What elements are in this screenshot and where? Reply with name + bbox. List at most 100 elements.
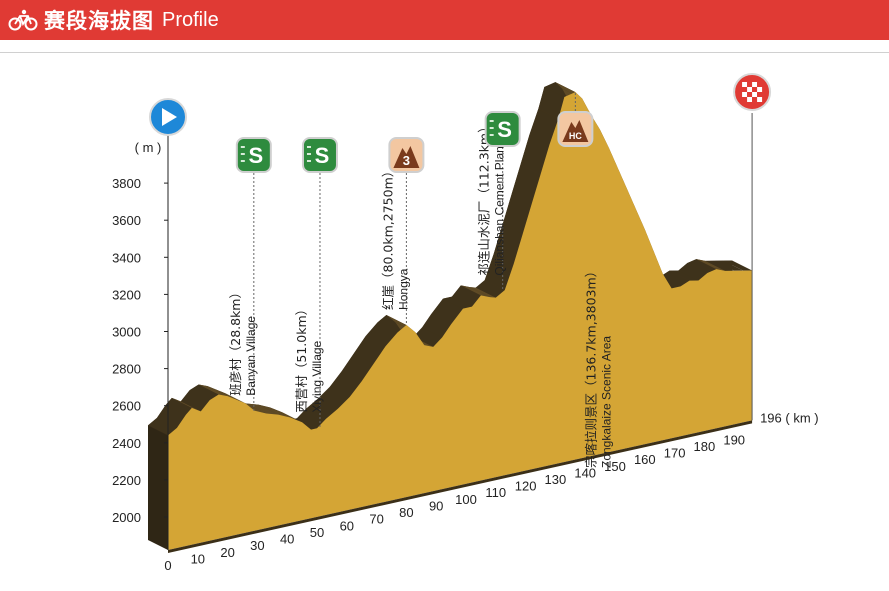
profile-top-edge — [723, 260, 753, 271]
profile-top-edge — [329, 371, 362, 397]
profile-top-edge — [365, 322, 398, 347]
sprint-icon: S — [484, 111, 521, 147]
x-tick-label: 20 — [220, 545, 234, 560]
bicycle-icon — [8, 9, 38, 31]
sprint-icon: S — [235, 137, 272, 173]
y-tick-label: 2000 — [112, 510, 141, 525]
waypoint-label: 祁连山水泥厂（112.3km） Qilianshan Cement Plant — [477, 120, 507, 275]
start-flag-icon — [149, 98, 187, 136]
climb-category-3-icon: 3 — [388, 137, 425, 173]
y-tick-label: 2800 — [112, 362, 141, 377]
x-tick-label: 80 — [399, 505, 413, 520]
y-tick-label: 3800 — [112, 176, 141, 191]
waypoint-name-cn: 红崖（80.0km,2750m） — [380, 165, 395, 310]
waypoint-name-cn: 宗喀拉则景区（136.7km,3803m） — [583, 265, 598, 468]
profile-top-edge — [198, 384, 228, 397]
svg-text:HC: HC — [569, 131, 582, 141]
waypoint-name-cn: 班彦村（28.8km） — [228, 286, 243, 396]
x-tick-label: 150 — [604, 459, 626, 474]
x-tick-label: 30 — [250, 538, 264, 553]
y-tick-label: 2600 — [112, 399, 141, 414]
profile-top-edge — [305, 398, 338, 419]
profile-top-edge — [258, 404, 291, 418]
profile-top-edge — [678, 262, 708, 281]
x-tick-label: 180 — [694, 439, 716, 454]
x-tick-label: 160 — [634, 452, 656, 467]
waypoint-name-en: Qilianshan Cement Plant — [493, 142, 507, 275]
profile-top-edge — [520, 134, 550, 175]
profile-top-edge — [460, 285, 490, 298]
profile-end-cap — [148, 425, 168, 550]
profile-top-edge — [687, 259, 717, 273]
profile-top-edge — [511, 164, 541, 205]
y-tick-label: 3400 — [112, 250, 141, 265]
profile-top-edge — [148, 417, 177, 436]
waypoint-name-en: Zongkalaize Scenic Area — [599, 336, 613, 468]
profile-top-edge — [171, 397, 201, 412]
profile-top-edge — [484, 254, 514, 291]
header-title-cn: 赛段海拔图 — [44, 10, 154, 33]
header-title-en: Profile — [162, 8, 219, 31]
x-tick-label: 110 — [485, 485, 506, 500]
x-tick-label: 130 — [545, 472, 567, 487]
y-tick-label: 3600 — [112, 213, 141, 228]
profile-top-edge — [705, 260, 735, 271]
profile-front-face — [168, 92, 753, 550]
svg-text:S: S — [315, 143, 330, 168]
profile-top-edge — [156, 404, 186, 428]
profile-top-edge — [493, 224, 523, 265]
profile-base-edge — [168, 420, 753, 553]
x-tick-label: 0 — [164, 558, 171, 573]
profile-top-edge — [165, 397, 192, 415]
waypoint-label: 宗喀拉则景区（136.7km,3803m） Zongkalaize Scenic … — [583, 265, 613, 468]
svg-text:S: S — [497, 117, 512, 142]
waypoint-name-en: Xiying Village — [310, 340, 324, 412]
profile-top-edge — [475, 280, 505, 298]
waypoint-name-cn: 祁连山水泥厂（112.3km） — [477, 120, 492, 275]
profile-top-edge — [669, 270, 699, 281]
y-tick-label: 2200 — [112, 473, 141, 488]
y-axis-label: ( m ) — [135, 140, 162, 155]
profile-top-edge — [538, 86, 565, 119]
header-divider — [0, 52, 889, 53]
x-tick-label: 170 — [664, 446, 686, 461]
x-tick-label: 140 — [574, 465, 596, 480]
profile-top-edge — [696, 259, 726, 271]
y-tick-label: 3200 — [112, 287, 141, 302]
x-tick-label: 40 — [280, 532, 294, 547]
profile-top-edge — [353, 336, 386, 364]
waypoint-label: 西营村（51.0km） Xiying Village — [294, 303, 324, 413]
profile-top-edge — [377, 314, 407, 333]
profile-top-edge — [469, 287, 496, 298]
profile-top-edge — [189, 384, 219, 401]
waypoint-name-en: Banyan Village — [244, 316, 258, 396]
profile-top-edge — [317, 386, 350, 409]
x-tick-label: 120 — [515, 479, 537, 494]
waypoint-label: 红崖（80.0km,2750m） Hongya — [380, 165, 410, 310]
profile-top-edge — [714, 260, 744, 271]
sprint-icon: S — [301, 137, 338, 173]
profile-top-edge — [502, 194, 532, 235]
x-tick-label: 50 — [310, 525, 324, 540]
svg-text:3: 3 — [403, 153, 410, 168]
profile-top-edge — [431, 298, 464, 325]
x-tick-label: 10 — [191, 551, 205, 566]
waypoint-name-en: Hongya — [396, 268, 410, 310]
profile-top-edge — [422, 314, 452, 338]
waypoint-name-cn: 西营村（51.0km） — [294, 303, 309, 413]
profile-top-edge — [297, 408, 326, 429]
y-tick-label: 2400 — [112, 436, 141, 451]
climb-hc-icon: HC — [557, 111, 594, 147]
header-bar: 赛段海拔图 Profile — [0, 0, 889, 40]
profile-top-edge — [180, 390, 210, 412]
y-tick-label: 3000 — [112, 325, 141, 340]
total-distance-label: 196 ( km ) — [760, 410, 819, 425]
profile-top-edge — [660, 270, 690, 287]
x-tick-label: 100 — [455, 492, 477, 507]
waypoint-label: 班彦村（28.8km） Banyan Village — [228, 286, 258, 396]
profile-top-edge — [443, 296, 472, 309]
finish-checkered-flag-icon — [733, 73, 772, 111]
profile-top-edge — [451, 285, 481, 307]
profile-top-edge — [529, 108, 559, 145]
